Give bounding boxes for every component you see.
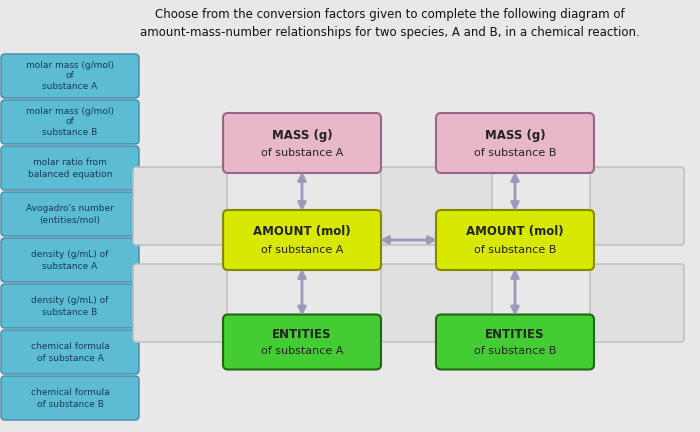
FancyBboxPatch shape xyxy=(1,330,139,374)
Text: of substance A: of substance A xyxy=(36,354,104,363)
Text: of substance B: of substance B xyxy=(474,148,556,158)
FancyBboxPatch shape xyxy=(1,284,139,328)
Text: density (g/mL) of: density (g/mL) of xyxy=(32,296,108,305)
Text: of: of xyxy=(66,118,74,127)
Text: balanced equation: balanced equation xyxy=(28,170,112,179)
Text: of substance A: of substance A xyxy=(261,245,343,255)
FancyBboxPatch shape xyxy=(223,210,381,270)
FancyBboxPatch shape xyxy=(133,167,227,245)
Text: of substance B: of substance B xyxy=(474,346,556,356)
FancyBboxPatch shape xyxy=(133,264,227,342)
Text: density (g/mL) of: density (g/mL) of xyxy=(32,250,108,259)
Text: Avogadro's number: Avogadro's number xyxy=(26,204,114,213)
Text: substance A: substance A xyxy=(43,262,97,271)
Text: of substance B: of substance B xyxy=(36,400,104,409)
FancyBboxPatch shape xyxy=(1,146,139,190)
FancyBboxPatch shape xyxy=(436,113,594,173)
Text: chemical formula: chemical formula xyxy=(31,342,109,351)
Text: chemical formula: chemical formula xyxy=(31,388,109,397)
Text: substance B: substance B xyxy=(43,308,97,317)
Text: of substance B: of substance B xyxy=(474,245,556,255)
FancyBboxPatch shape xyxy=(590,264,684,342)
Text: molar mass (g/mol): molar mass (g/mol) xyxy=(26,61,114,70)
Text: of: of xyxy=(66,72,74,80)
Text: (entities/mol): (entities/mol) xyxy=(39,216,101,225)
FancyBboxPatch shape xyxy=(1,192,139,236)
Text: AMOUNT (mol): AMOUNT (mol) xyxy=(253,226,351,238)
FancyBboxPatch shape xyxy=(1,100,139,144)
Text: of substance A: of substance A xyxy=(261,346,343,356)
FancyBboxPatch shape xyxy=(223,113,381,173)
FancyBboxPatch shape xyxy=(590,167,684,245)
Text: ENTITIES: ENTITIES xyxy=(272,327,332,340)
FancyBboxPatch shape xyxy=(381,264,492,342)
Text: AMOUNT (mol): AMOUNT (mol) xyxy=(466,226,564,238)
Text: MASS (g): MASS (g) xyxy=(484,128,545,142)
Text: ENTITIES: ENTITIES xyxy=(485,327,545,340)
FancyBboxPatch shape xyxy=(223,314,381,369)
Text: substance A: substance A xyxy=(43,82,97,91)
FancyBboxPatch shape xyxy=(1,54,139,98)
FancyBboxPatch shape xyxy=(436,210,594,270)
Text: substance B: substance B xyxy=(43,127,97,137)
FancyBboxPatch shape xyxy=(436,314,594,369)
Text: of substance A: of substance A xyxy=(261,148,343,158)
Text: molar mass (g/mol): molar mass (g/mol) xyxy=(26,108,114,116)
Text: MASS (g): MASS (g) xyxy=(272,128,332,142)
FancyBboxPatch shape xyxy=(1,238,139,282)
Text: molar ratio from: molar ratio from xyxy=(33,158,107,167)
FancyBboxPatch shape xyxy=(1,376,139,420)
Text: Choose from the conversion factors given to complete the following diagram of
am: Choose from the conversion factors given… xyxy=(140,8,640,39)
FancyBboxPatch shape xyxy=(381,167,492,245)
